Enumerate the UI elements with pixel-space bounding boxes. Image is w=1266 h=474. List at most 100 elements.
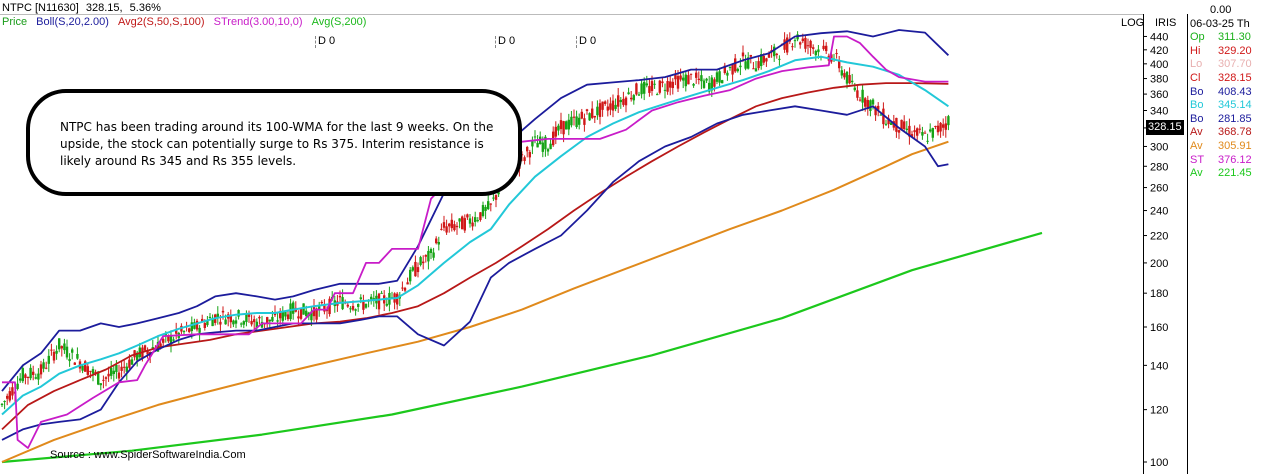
candle-body xyxy=(861,89,864,103)
candle-body xyxy=(754,68,758,72)
candle-body xyxy=(689,73,693,75)
candle-body xyxy=(151,347,154,349)
panel-row: Bo 408.43 xyxy=(1190,86,1252,100)
candle-body xyxy=(695,72,698,78)
candle-body xyxy=(442,222,446,228)
candle-body xyxy=(458,218,461,222)
candle-body xyxy=(37,373,40,380)
candle-body xyxy=(364,303,368,308)
candle-body xyxy=(429,248,433,253)
candle-body xyxy=(52,351,56,361)
candle-body xyxy=(461,216,464,230)
y-tick-label: 180 xyxy=(1150,288,1168,300)
candle-body xyxy=(705,78,708,81)
y-tick-label: 100 xyxy=(1150,457,1168,469)
candle-body xyxy=(731,64,734,75)
candle-body xyxy=(533,136,537,138)
candle-body xyxy=(143,345,147,351)
candle-body xyxy=(76,353,79,359)
candle-body xyxy=(879,114,882,116)
candle-body xyxy=(835,53,838,55)
candle-body xyxy=(117,372,121,379)
candle-body xyxy=(900,119,903,131)
candle-body xyxy=(34,377,37,379)
y-tick-label: 140 xyxy=(1150,360,1168,372)
panel-row-label: Av xyxy=(1190,139,1203,152)
candle-body xyxy=(16,383,19,389)
candle-body xyxy=(427,250,430,262)
candle-body xyxy=(715,72,719,82)
candle-body xyxy=(409,269,412,282)
candle-body xyxy=(767,53,771,58)
candle-body xyxy=(814,50,817,56)
candle-body xyxy=(637,94,641,96)
candle-body xyxy=(380,292,383,294)
candle-body xyxy=(549,143,552,150)
avg100-line xyxy=(1,140,949,463)
candle-body xyxy=(99,383,102,386)
candle-body xyxy=(947,116,950,126)
candle-body xyxy=(55,350,58,354)
candle-body xyxy=(557,125,560,131)
candle-body xyxy=(349,308,352,310)
candle-body xyxy=(650,81,654,91)
candle-body xyxy=(749,54,752,57)
candle-body xyxy=(357,303,360,307)
panel-row-value: 307.70 xyxy=(1218,58,1252,71)
candle-body xyxy=(221,310,225,313)
candle-body xyxy=(73,362,76,365)
panel-row-label: Cl xyxy=(1190,71,1201,84)
candle-body xyxy=(786,37,789,53)
candle-body xyxy=(440,228,443,230)
candle-body xyxy=(476,220,479,222)
candle-body xyxy=(338,295,342,298)
candle-body xyxy=(123,366,126,368)
candle-body xyxy=(94,371,97,374)
candle-body xyxy=(747,57,750,69)
candle-body xyxy=(97,371,100,385)
y-tick-label: 160 xyxy=(1150,322,1168,334)
candle-body xyxy=(812,47,815,49)
panel-row-label: Av xyxy=(1190,126,1203,139)
candle-body xyxy=(762,55,765,63)
candle-body xyxy=(416,267,420,273)
candle-body xyxy=(851,80,854,83)
candle-body xyxy=(281,310,284,321)
candle-body xyxy=(318,306,321,311)
candle-body xyxy=(224,319,227,325)
candle-body xyxy=(45,367,48,369)
candle-body xyxy=(21,368,24,382)
candle-body xyxy=(112,370,115,375)
candle-body xyxy=(107,373,110,377)
dividend-marker: D 0 xyxy=(579,35,597,47)
candle-body xyxy=(570,116,573,126)
candle-body xyxy=(276,320,279,322)
candle-body xyxy=(604,101,607,104)
panel-row: Hi 329.20 xyxy=(1190,45,1252,59)
candle-body xyxy=(414,261,417,277)
candle-body xyxy=(377,293,381,310)
candle-body xyxy=(734,58,737,72)
candle-body xyxy=(874,106,877,116)
candle-body xyxy=(710,77,713,91)
candle-body xyxy=(487,201,490,210)
candle-body xyxy=(520,154,524,156)
candle-body xyxy=(921,132,924,136)
candle-body xyxy=(354,309,357,311)
candle-body xyxy=(661,81,664,84)
candle-body xyxy=(479,212,482,220)
candle-body xyxy=(942,124,945,128)
panel-row-value: 368.78 xyxy=(1218,126,1252,139)
candle-body xyxy=(708,82,711,92)
candle-body xyxy=(198,327,201,333)
candle-body xyxy=(115,365,118,373)
candle-body xyxy=(773,46,776,57)
panel-row-label: Av xyxy=(1190,167,1203,180)
candle-body xyxy=(84,361,87,372)
candle-body xyxy=(944,123,947,130)
candle-body xyxy=(403,287,407,291)
candle-body xyxy=(567,119,570,130)
candle-body xyxy=(653,83,656,85)
candle-body xyxy=(793,40,797,42)
candle-body xyxy=(775,53,778,56)
